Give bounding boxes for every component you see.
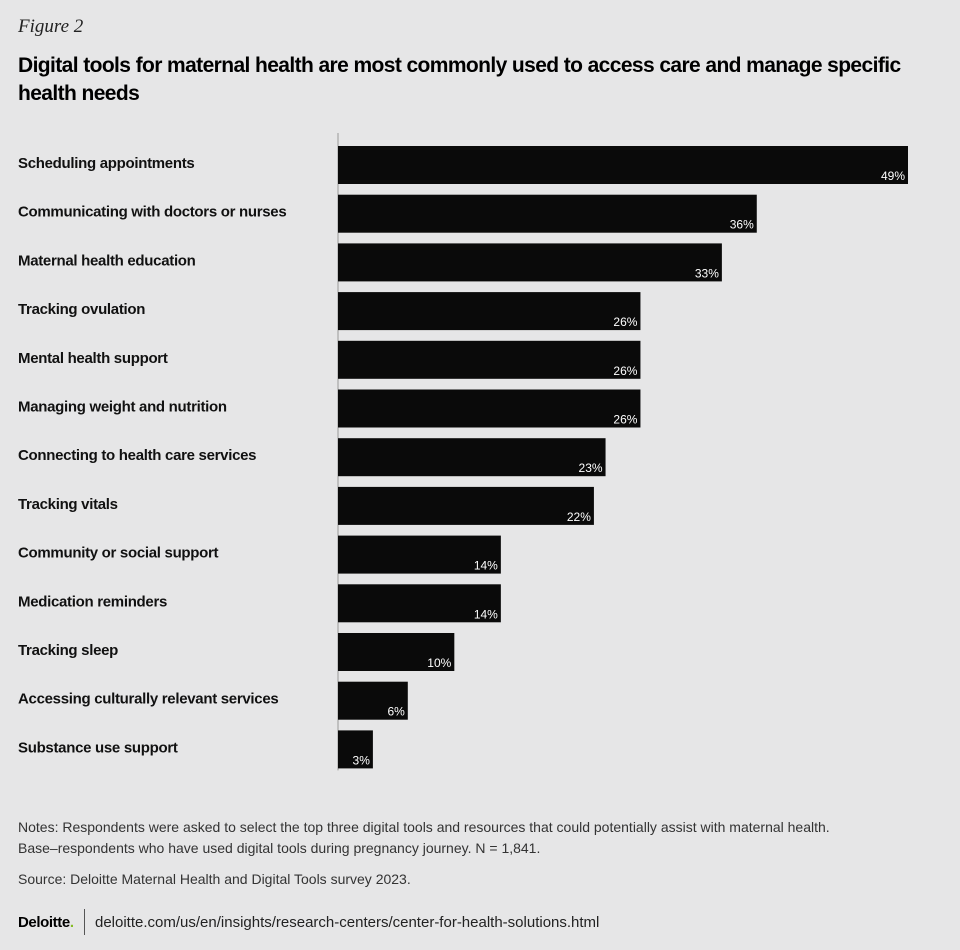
data-label: 22% — [567, 510, 591, 524]
data-label: 23% — [579, 461, 603, 475]
bar-chart: Scheduling appointments 49% Communicating … — [18, 133, 908, 771]
data-label: 33% — [695, 266, 719, 280]
figure-label: Figure 2 — [18, 16, 84, 37]
category-label: Tracking ovulation — [18, 301, 145, 318]
footer-url-link[interactable]: deloitte.com/us/en/insights/research-cen… — [94, 913, 600, 931]
bar — [338, 681, 408, 720]
bar — [338, 584, 501, 623]
notes-line-1: Notes: Respondents were asked to select … — [18, 819, 830, 835]
category-label: Scheduling appointments — [18, 155, 194, 172]
bar — [338, 292, 641, 331]
bar — [338, 730, 373, 769]
bar — [338, 194, 757, 233]
bar — [338, 438, 606, 477]
bar — [338, 340, 641, 379]
bar — [338, 389, 641, 428]
category-label: Tracking vitals — [18, 496, 118, 513]
notes-line-2: Base–respondents who have used digital t… — [18, 840, 541, 856]
category-label: Accessing culturally relevant services — [18, 691, 278, 708]
category-label: Medication reminders — [18, 593, 167, 610]
data-label: 49% — [881, 169, 905, 183]
category-label: Tracking sleep — [18, 642, 118, 659]
data-label: 14% — [474, 559, 498, 573]
bar — [338, 486, 594, 525]
bar — [338, 535, 501, 574]
category-label: Mental health support — [18, 350, 168, 367]
category-label: Substance use support — [18, 739, 178, 756]
data-label: 26% — [613, 364, 637, 378]
logo-dot: . — [69, 913, 74, 931]
category-label: Managing weight and nutrition — [18, 399, 227, 416]
source-note: Source: Deloitte Maternal Health and Dig… — [18, 871, 411, 887]
bar — [338, 243, 722, 282]
chart-title: Digital tools for maternal health are mo… — [18, 54, 901, 105]
deloitte-logo: Deloitte — [18, 913, 70, 931]
data-label: 26% — [613, 413, 637, 427]
data-label: 6% — [387, 705, 405, 719]
category-label: Community or social support — [18, 545, 219, 562]
data-label: 3% — [353, 753, 371, 767]
data-label: 36% — [730, 218, 754, 232]
notes: Notes: Respondents were asked to select … — [18, 817, 948, 859]
bar — [338, 146, 908, 184]
category-label: Maternal health education — [18, 252, 196, 269]
data-label: 14% — [474, 607, 498, 621]
data-label: 10% — [427, 656, 451, 670]
category-label: Communicating with doctors or nurses — [18, 204, 286, 221]
footer-divider — [83, 909, 85, 935]
bar — [338, 633, 455, 671]
category-label: Connecting to health care services — [18, 447, 256, 464]
data-label: 26% — [613, 315, 637, 329]
footer: Deloitte. deloitte.com/us/en/insights/re… — [18, 908, 599, 936]
